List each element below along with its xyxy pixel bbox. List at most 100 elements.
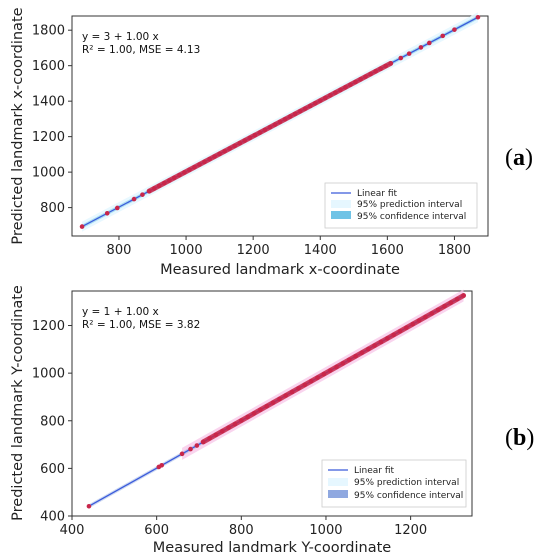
chart-a-xtick-label: 1600 [371,243,404,258]
chart-a-point [440,33,446,39]
chart-b-xtick-label: 1000 [309,523,342,538]
chart-a-point [177,172,182,178]
chart-a-point [282,116,288,122]
chart-a-point [302,106,308,111]
chart-b-ylabel: Predicted landmark Y-coordinate [10,285,26,521]
chart-a-ytick-label: 1800 [32,24,65,39]
chart-a-point [262,127,268,133]
chart-b-point [416,318,422,323]
chart-b-point [213,432,219,438]
chart-a-ytick-label: 1200 [32,130,65,145]
chart-a-legend-pi-label: 95% prediction interval [357,200,462,210]
chart-a-legend: Linear fit 95% prediction interval 95% c… [324,182,478,229]
chart-a-point [146,188,152,194]
chart-b-point [423,314,428,320]
chart-b-point [321,371,327,377]
chart-a-point [114,205,120,211]
chart-b-point [454,296,460,302]
chart-b-point [429,311,435,316]
chart-b-point [226,425,231,430]
chart-a-point [161,180,167,186]
chart-a-point [257,130,263,135]
chart-a-point [172,175,177,181]
chart-b-xtick-label: 400 [60,523,85,538]
chart-a-xtick-label: 1800 [438,243,471,258]
chart-a-stats: R² = 1.00, MSE = 4.13 [82,44,200,56]
chart-b-point [378,339,384,345]
chart-b-xtick-label: 600 [144,523,169,538]
chart-a-panel-label: (a) [505,145,533,171]
chart-a-point [398,55,404,61]
chart-b-point [159,462,165,468]
chart-a-legend-pi-swatch [331,200,351,208]
chart-a-point [358,77,363,82]
chart-b-stats: R² = 1.00, MSE = 3.82 [82,319,200,331]
chart-a-xtick-label: 1000 [170,243,203,258]
chart-b-point [289,389,295,395]
chart-a-xtick-label: 1200 [237,243,270,258]
chart-b-point [258,407,263,413]
chart-b-point [245,414,250,420]
chart-b-point [219,428,225,434]
chart-a-points-layer [79,14,481,229]
chart-b-point [232,421,238,427]
chart-b-point [194,443,200,448]
chart-b-panel-label: (b) [505,425,534,451]
chart-a-point [287,114,293,119]
chart-b-point [365,346,371,352]
chart-a-point [343,85,348,90]
chart-a-point [242,138,248,143]
chart-a-ytick-label: 1000 [32,166,65,181]
chart-b-ytick-label: 1000 [32,367,65,382]
chart-a-xtick-label: 800 [107,243,132,258]
chart-b-ytick-label: 800 [40,414,65,429]
chart-a-ytick-label: 1400 [32,95,65,110]
chart-b-point [340,361,346,366]
chart-b-ytick-label: 400 [40,510,65,525]
chart-b-point [410,321,416,327]
chart-a-point [237,140,243,146]
chart-a-point [452,27,457,32]
chart-a-point [317,98,323,103]
chart-a-xlabel: Measured landmark x-coordinate [160,262,400,278]
chart-b-point [86,503,92,509]
chart-a-point [227,146,232,151]
chart-b-xtick-label: 800 [229,523,254,538]
chart-a-point [151,186,157,191]
chart-b-point [277,396,282,402]
chart-a-point [272,122,278,127]
chart-b-point [327,368,333,373]
chart-b-point [283,393,289,398]
chart-a-point [267,124,273,130]
chart-a-point [312,100,318,106]
chart-a-point [307,103,313,109]
chart-a-point [338,87,343,93]
chart-b-ytick-label: 1200 [32,319,65,334]
chart-a-point [363,74,368,79]
chart-a-point [418,45,424,50]
chart-a-point [322,95,328,101]
chart-a: 800 1000 1200 1400 1600 1800 800 1000 1200 1400 1… [10,7,533,278]
chart-a-point [475,14,481,20]
chart-b-point [270,400,276,405]
chart-a-ylabel: Predicted landmark x-coordinate [10,7,26,244]
chart-b-point [315,375,320,380]
chart-b-point [264,403,270,409]
chart-b-legend-ci-swatch [328,490,348,498]
chart-a-point [182,170,187,175]
chart-a-point [79,224,85,229]
chart-b-point [302,382,308,388]
chart-b-point [404,325,409,330]
chart-b-legend-pi-swatch [328,478,348,486]
chart-a-point [383,63,388,69]
chart-b-ytick-label: 600 [40,462,65,477]
chart-a-point [252,132,258,138]
chart-b-legend: Linear fit 95% prediction interval 95% c… [321,459,467,508]
chart-b-point [461,293,466,298]
chart-b-point [334,364,339,370]
chart-a-point [406,51,412,56]
chart-a-point [297,108,303,114]
chart-b-xticks: 400 600 800 1000 1200 [60,516,427,538]
chart-b-point [353,353,358,359]
chart-b-point [385,336,390,341]
